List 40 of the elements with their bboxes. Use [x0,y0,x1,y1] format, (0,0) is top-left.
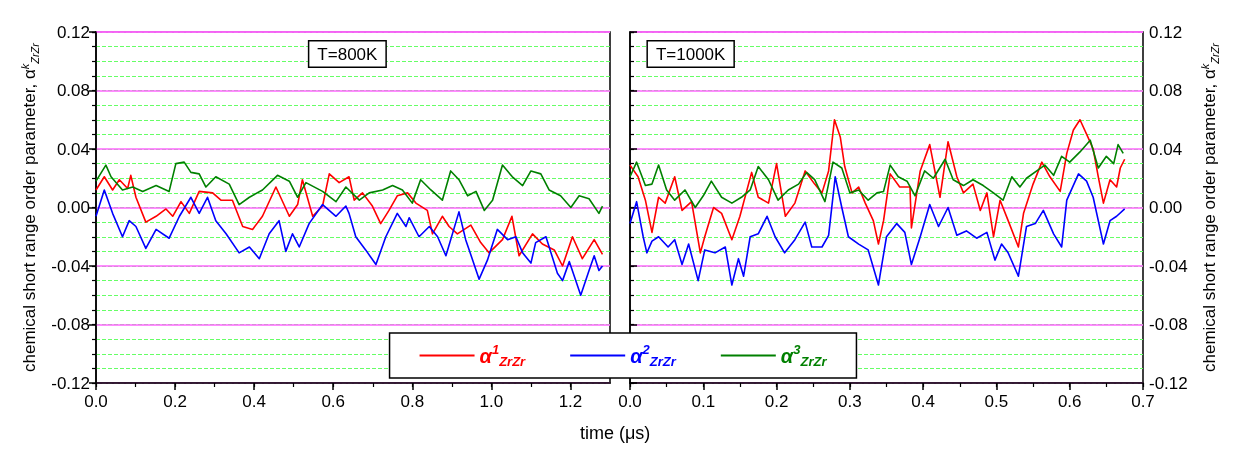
x-axis-title: time (μs) [580,423,651,443]
y-tick-label: 0.00 [56,198,90,217]
y-tick-label: -0.08 [51,315,90,334]
x-tick-label: 0.4 [911,392,935,411]
y-axis-title: chemical short range order parameter, αkZrZr [1198,41,1221,373]
y-tick-label: 0.12 [1149,22,1183,42]
y-tick-label: 0.08 [1149,81,1183,100]
x-tick-label: 1.0 [479,392,504,411]
x-tick-label: 0.5 [984,392,1009,411]
line-series [95,161,604,215]
y-tick-label: -0.12 [1149,373,1188,393]
x-tick-label: 0.7 [1131,392,1155,411]
x-tick-label: 0.8 [400,392,425,411]
y-tick-label: 0.04 [1149,139,1183,159]
y-tick-label: -0.08 [1149,315,1188,334]
y-tick-label: -0.12 [51,373,90,393]
y-axis-title: chemical short range order parameter, αkZrZr [18,41,41,373]
x-tick-label: 0.3 [838,392,862,411]
x-tick-label: 0.1 [691,392,716,411]
annotation: T=1000K [655,44,727,64]
y-tick-label: 0.00 [1149,198,1183,217]
x-tick-label: 1.2 [558,392,583,411]
line-series [629,118,1126,254]
y-tick-label: 0.12 [56,22,90,42]
x-tick-label: 0.4 [242,392,266,411]
annotation: T=800K [317,44,379,64]
x-tick-label: 0.6 [321,392,346,411]
y-tick-label: 0.04 [56,139,90,159]
line-series [629,173,1126,286]
x-tick-label: 0.0 [84,392,108,411]
x-tick-label: 0.2 [764,392,789,411]
y-tick-label: 0.08 [56,81,90,100]
x-tick-label: 0.6 [1057,392,1082,411]
line-series [95,173,604,267]
y-tick-label: -0.04 [51,256,90,276]
y-tick-label: -0.04 [1149,256,1188,276]
line-series [629,139,1125,209]
line-series [95,189,604,297]
x-tick-label: 0.2 [163,392,187,411]
x-tick-label: 0.0 [618,392,642,411]
